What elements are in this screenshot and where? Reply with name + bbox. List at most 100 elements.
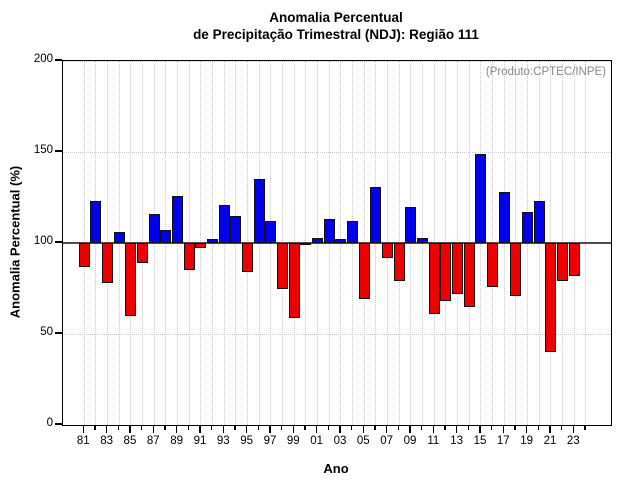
bar-2009 bbox=[405, 206, 417, 243]
x-axis-tick bbox=[269, 425, 271, 433]
x-tick-label: 09 bbox=[403, 435, 417, 447]
bar-2020 bbox=[533, 201, 545, 243]
x-tick-label: 13 bbox=[450, 435, 464, 447]
x-tick-label: 89 bbox=[170, 435, 184, 447]
x-axis-tick bbox=[82, 425, 85, 433]
x-axis-tick bbox=[362, 425, 365, 433]
x-axis-tick bbox=[560, 425, 563, 430]
x-axis-tick bbox=[164, 425, 166, 430]
x-axis-tick bbox=[222, 425, 225, 433]
x-axis-tick bbox=[129, 425, 131, 433]
x-axis-tick bbox=[572, 425, 575, 433]
bar-1992 bbox=[207, 239, 219, 243]
y-tick-label: 0 bbox=[46, 417, 53, 429]
bar-2000 bbox=[300, 243, 312, 245]
x-tick-label: 91 bbox=[193, 435, 207, 447]
bar-1991 bbox=[195, 243, 207, 249]
x-axis-tick bbox=[455, 425, 458, 433]
x-axis-tick bbox=[549, 425, 551, 433]
x-tick-label: 23 bbox=[566, 435, 580, 447]
bar-1996 bbox=[253, 179, 265, 243]
x-axis-tick bbox=[152, 425, 155, 433]
y-tick-label: 200 bbox=[33, 53, 53, 65]
x-axis-tick bbox=[479, 425, 481, 433]
y-axis-tick bbox=[55, 241, 62, 243]
x-axis-tick bbox=[327, 425, 330, 430]
x-tick-label: 87 bbox=[146, 435, 160, 447]
x-axis-tick bbox=[339, 425, 341, 433]
x-axis-tick bbox=[409, 425, 411, 433]
bar-2001 bbox=[312, 237, 324, 243]
x-axis-tick bbox=[537, 425, 540, 430]
bar-2021 bbox=[545, 243, 557, 353]
x-axis-tick bbox=[420, 425, 423, 430]
bar-2019 bbox=[522, 212, 534, 243]
x-tick-label: 01 bbox=[310, 435, 324, 447]
x-axis-tick bbox=[490, 425, 493, 430]
x-axis-tick bbox=[304, 425, 306, 430]
x-axis-tick bbox=[105, 425, 108, 433]
bar-1983 bbox=[102, 243, 114, 284]
bar-2023 bbox=[568, 243, 580, 276]
x-axis-tick bbox=[467, 425, 470, 430]
chart-title-line2: de Precipitação Trimestral (NDJ): Região… bbox=[193, 27, 479, 42]
bar-2016 bbox=[487, 243, 499, 287]
bar-1985 bbox=[125, 243, 137, 316]
x-axis-tick bbox=[385, 425, 388, 433]
bar-1987 bbox=[148, 213, 160, 243]
horizontal-gridline bbox=[63, 151, 611, 153]
x-axis-tick bbox=[199, 425, 201, 433]
x-tick-label: 21 bbox=[543, 435, 557, 447]
x-axis-tick bbox=[292, 425, 295, 433]
bar-2002 bbox=[323, 219, 335, 243]
bar-2015 bbox=[475, 153, 487, 243]
x-tick-label: 19 bbox=[520, 435, 534, 447]
x-axis-tick bbox=[584, 425, 586, 430]
y-tick-label: 100 bbox=[33, 235, 53, 247]
x-tick-label: 97 bbox=[263, 435, 277, 447]
x-tick-label: 81 bbox=[76, 435, 90, 447]
bar-2005 bbox=[358, 243, 370, 300]
x-axis-tick bbox=[315, 425, 318, 433]
bar-2003 bbox=[335, 239, 347, 243]
bar-2004 bbox=[347, 221, 359, 243]
x-tick-label: 07 bbox=[380, 435, 394, 447]
bar-2014 bbox=[463, 243, 475, 307]
bar-1997 bbox=[265, 221, 277, 243]
plot-area bbox=[62, 60, 612, 426]
y-axis-tick bbox=[55, 332, 62, 334]
source-annotation: (Produto:CPTEC/INPE) bbox=[485, 66, 606, 78]
bar-1994 bbox=[230, 215, 242, 243]
horizontal-gridline bbox=[63, 61, 611, 62]
x-tick-label: 93 bbox=[216, 435, 230, 447]
bar-1989 bbox=[172, 195, 184, 243]
x-axis-tick bbox=[280, 425, 283, 430]
bar-2011 bbox=[428, 243, 440, 314]
bar-1999 bbox=[288, 243, 300, 318]
x-axis-tick bbox=[397, 425, 400, 430]
y-axis-tick bbox=[55, 150, 62, 152]
x-axis-tick bbox=[94, 425, 96, 430]
x-axis-tick bbox=[350, 425, 353, 430]
baseline-100pct bbox=[63, 242, 611, 244]
bar-1984 bbox=[113, 232, 125, 243]
bar-2018 bbox=[510, 243, 522, 296]
x-tick-label: 15 bbox=[473, 435, 487, 447]
x-axis-tick bbox=[117, 425, 120, 430]
x-tick-label: 11 bbox=[427, 435, 440, 447]
x-tick-label: 95 bbox=[240, 435, 254, 447]
horizontal-gridline bbox=[63, 333, 611, 335]
x-axis-tick bbox=[444, 425, 446, 430]
bar-1982 bbox=[90, 201, 102, 243]
x-axis-tick bbox=[257, 425, 260, 430]
bar-1986 bbox=[137, 243, 149, 264]
x-axis-tick bbox=[432, 425, 435, 433]
x-tick-label: 99 bbox=[286, 435, 300, 447]
x-axis-tick bbox=[210, 425, 213, 430]
bar-2008 bbox=[393, 243, 405, 282]
bar-2013 bbox=[452, 243, 464, 294]
x-axis-tick bbox=[514, 425, 516, 430]
y-axis-tick bbox=[55, 423, 62, 425]
bar-1998 bbox=[277, 243, 289, 289]
